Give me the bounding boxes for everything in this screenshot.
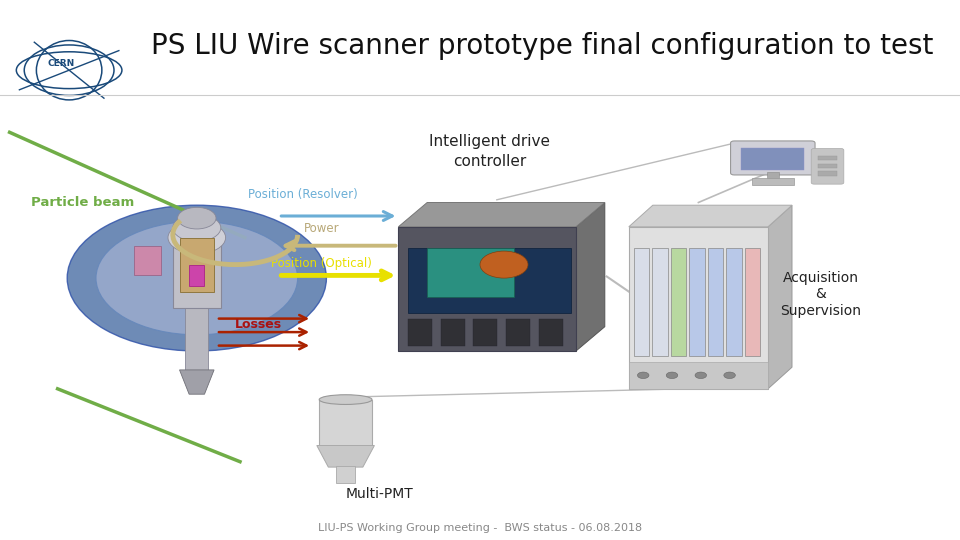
- Bar: [189, 265, 204, 286]
- Bar: [319, 400, 372, 446]
- Text: LIU-PS Working Group meeting -  BWS status - 06.08.2018: LIU-PS Working Group meeting - BWS statu…: [318, 523, 642, 533]
- Text: C
T
R
V: C T R V: [658, 298, 662, 324]
- Bar: [745, 248, 760, 356]
- Bar: [629, 227, 768, 389]
- Bar: [185, 305, 208, 375]
- Text: Position (Optical): Position (Optical): [271, 257, 372, 270]
- Polygon shape: [576, 202, 605, 351]
- Polygon shape: [398, 202, 605, 227]
- Text: Particle beam: Particle beam: [31, 196, 134, 209]
- Bar: [336, 466, 355, 483]
- Bar: [473, 319, 497, 346]
- Bar: [652, 248, 668, 356]
- Bar: [134, 246, 161, 275]
- Text: V
F
C
1: V F C 1: [676, 298, 681, 324]
- Polygon shape: [317, 446, 374, 467]
- Bar: [818, 164, 837, 168]
- Circle shape: [173, 214, 221, 241]
- Text: CERN: CERN: [48, 59, 75, 68]
- Text: V
F
C
2: V F C 2: [695, 298, 699, 324]
- Bar: [180, 238, 214, 292]
- Text: C
P
U: C P U: [638, 301, 644, 321]
- Circle shape: [67, 205, 326, 351]
- FancyBboxPatch shape: [731, 141, 815, 175]
- Bar: [818, 156, 837, 160]
- Circle shape: [666, 372, 678, 379]
- Circle shape: [178, 207, 216, 229]
- Bar: [427, 248, 514, 297]
- Text: V
F
C
4: V F C 4: [732, 298, 736, 324]
- Text: Multi-PMT: Multi-PMT: [346, 487, 413, 501]
- Circle shape: [96, 221, 298, 335]
- Text: PS LIU Wire scanner prototype final configuration to test: PS LIU Wire scanner prototype final conf…: [152, 32, 933, 60]
- Bar: [689, 248, 705, 356]
- Bar: [634, 248, 649, 356]
- Circle shape: [480, 251, 528, 278]
- Circle shape: [168, 221, 226, 254]
- Bar: [752, 178, 794, 185]
- Circle shape: [724, 372, 735, 379]
- Bar: [408, 248, 571, 313]
- Bar: [506, 319, 530, 346]
- Bar: [441, 319, 465, 346]
- Text: H
V: H V: [750, 305, 756, 318]
- Bar: [726, 248, 742, 356]
- Ellipse shape: [319, 395, 372, 404]
- Circle shape: [637, 372, 649, 379]
- Bar: [671, 248, 686, 356]
- Bar: [708, 248, 723, 356]
- Polygon shape: [180, 370, 214, 394]
- Bar: [741, 148, 804, 170]
- Text: V
F
C
3: V F C 3: [713, 298, 718, 324]
- Bar: [173, 243, 221, 308]
- Polygon shape: [768, 205, 792, 389]
- Text: Power: Power: [303, 222, 340, 235]
- Text: Losses: Losses: [235, 318, 282, 330]
- Bar: [539, 319, 563, 346]
- Bar: [408, 319, 432, 346]
- Text: Acquisition
&
Supervision: Acquisition & Supervision: [780, 271, 861, 318]
- FancyBboxPatch shape: [811, 148, 844, 184]
- Bar: [767, 172, 779, 179]
- Bar: [629, 362, 768, 389]
- Polygon shape: [629, 205, 792, 227]
- Text: Intelligent drive
controller: Intelligent drive controller: [429, 134, 550, 168]
- Bar: [818, 171, 837, 176]
- Text: Position (Resolver): Position (Resolver): [248, 188, 357, 201]
- Bar: [398, 227, 576, 351]
- Circle shape: [695, 372, 707, 379]
